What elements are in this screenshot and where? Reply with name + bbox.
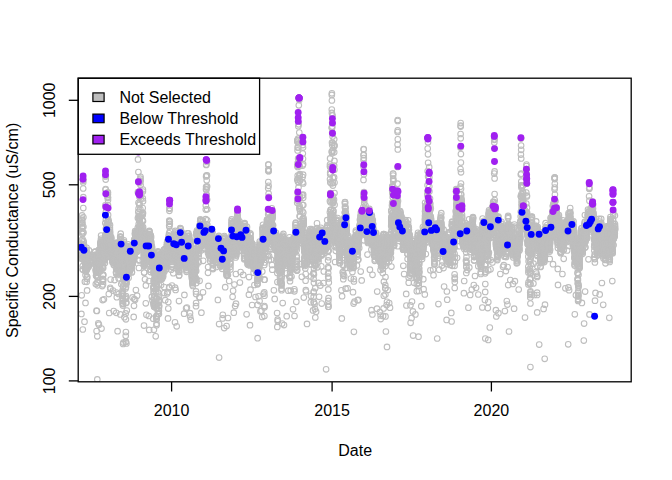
svg-text:100: 100	[41, 367, 58, 394]
svg-text:2015: 2015	[314, 402, 350, 419]
svg-text:200: 200	[41, 283, 58, 310]
svg-text:Below Threshold: Below Threshold	[119, 110, 238, 127]
svg-text:Date: Date	[338, 442, 372, 459]
svg-text:Exceeds Threshold: Exceeds Threshold	[119, 131, 256, 148]
svg-text:500: 500	[41, 171, 58, 198]
svg-text:Specific Conductance (uS/cm): Specific Conductance (uS/cm)	[4, 123, 21, 338]
svg-text:Not Selected: Not Selected	[119, 89, 211, 106]
svg-text:2020: 2020	[474, 402, 510, 419]
svg-text:2010: 2010	[154, 402, 190, 419]
svg-text:1000: 1000	[41, 82, 58, 118]
